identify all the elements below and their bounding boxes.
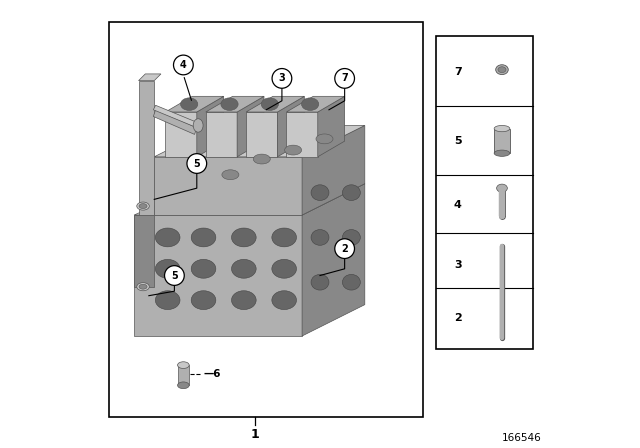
Text: 5: 5 [454, 136, 461, 146]
Text: —6: —6 [204, 369, 221, 379]
Text: 2: 2 [341, 244, 348, 254]
Ellipse shape [311, 185, 329, 201]
Circle shape [272, 69, 292, 88]
Ellipse shape [139, 203, 147, 208]
Ellipse shape [496, 65, 508, 75]
Text: 166546: 166546 [502, 433, 541, 443]
Text: 3: 3 [454, 260, 461, 270]
Polygon shape [134, 184, 365, 215]
Polygon shape [154, 105, 199, 128]
Text: 7: 7 [341, 73, 348, 83]
Polygon shape [196, 96, 224, 157]
Ellipse shape [156, 228, 180, 247]
Ellipse shape [232, 259, 256, 278]
Ellipse shape [221, 98, 238, 110]
Polygon shape [302, 184, 365, 336]
Ellipse shape [285, 145, 301, 155]
Polygon shape [205, 112, 237, 157]
Ellipse shape [342, 274, 360, 290]
Ellipse shape [177, 382, 189, 389]
Polygon shape [138, 81, 154, 215]
Circle shape [164, 266, 184, 285]
Ellipse shape [139, 284, 147, 289]
Ellipse shape [342, 229, 360, 246]
Text: 4: 4 [454, 200, 461, 210]
Polygon shape [277, 96, 305, 157]
Ellipse shape [191, 228, 216, 247]
Bar [436, 36, 532, 349]
Ellipse shape [193, 119, 203, 132]
Ellipse shape [301, 98, 319, 110]
Ellipse shape [156, 291, 180, 310]
Circle shape [335, 69, 355, 88]
Polygon shape [246, 96, 305, 112]
Polygon shape [177, 365, 189, 385]
Circle shape [173, 55, 193, 75]
Ellipse shape [498, 67, 506, 73]
Ellipse shape [494, 125, 510, 132]
Bar [109, 22, 423, 417]
Ellipse shape [311, 274, 329, 290]
Text: 5: 5 [171, 271, 178, 280]
Polygon shape [287, 112, 317, 157]
Text: 4: 4 [180, 60, 187, 70]
Ellipse shape [137, 283, 149, 291]
Ellipse shape [191, 259, 216, 278]
Polygon shape [165, 112, 196, 157]
Bar [494, 129, 510, 153]
Ellipse shape [177, 362, 189, 368]
Ellipse shape [222, 170, 239, 180]
Polygon shape [287, 96, 344, 112]
Ellipse shape [156, 259, 180, 278]
Ellipse shape [137, 202, 149, 210]
Polygon shape [205, 96, 264, 112]
Ellipse shape [272, 259, 296, 278]
Polygon shape [134, 215, 154, 287]
Ellipse shape [342, 185, 360, 201]
Polygon shape [154, 110, 196, 134]
Ellipse shape [311, 229, 329, 246]
Polygon shape [246, 112, 277, 157]
Ellipse shape [494, 150, 510, 156]
Text: 2: 2 [454, 313, 461, 323]
Polygon shape [134, 215, 302, 336]
Ellipse shape [180, 98, 198, 110]
Ellipse shape [316, 134, 333, 144]
Text: 1: 1 [251, 428, 259, 441]
Ellipse shape [232, 291, 256, 310]
Text: 3: 3 [278, 73, 285, 83]
Polygon shape [165, 96, 224, 112]
Ellipse shape [232, 228, 256, 247]
Polygon shape [237, 96, 264, 157]
Ellipse shape [497, 184, 508, 192]
Text: 7: 7 [454, 67, 461, 77]
Ellipse shape [261, 98, 278, 110]
Polygon shape [317, 96, 344, 157]
Polygon shape [302, 125, 365, 215]
Polygon shape [154, 157, 302, 215]
Ellipse shape [272, 291, 296, 310]
Ellipse shape [253, 154, 270, 164]
Polygon shape [154, 125, 365, 157]
Circle shape [187, 154, 207, 173]
Ellipse shape [191, 291, 216, 310]
Polygon shape [138, 74, 161, 81]
Text: 5: 5 [193, 159, 200, 168]
Circle shape [335, 239, 355, 258]
Ellipse shape [272, 228, 296, 247]
